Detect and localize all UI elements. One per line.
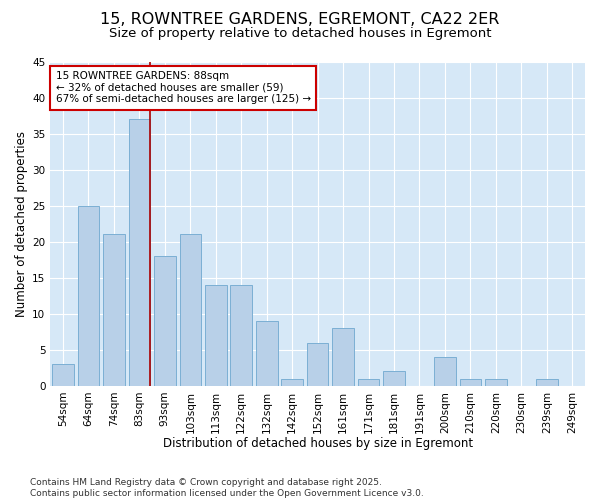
X-axis label: Distribution of detached houses by size in Egremont: Distribution of detached houses by size … — [163, 437, 473, 450]
Text: Size of property relative to detached houses in Egremont: Size of property relative to detached ho… — [109, 28, 491, 40]
Bar — [332, 328, 354, 386]
Bar — [307, 342, 328, 386]
Bar — [230, 285, 252, 386]
Bar — [52, 364, 74, 386]
Bar — [128, 119, 150, 386]
Bar — [205, 285, 227, 386]
Bar — [256, 321, 278, 386]
Bar — [536, 378, 557, 386]
Text: 15 ROWNTREE GARDENS: 88sqm
← 32% of detached houses are smaller (59)
67% of semi: 15 ROWNTREE GARDENS: 88sqm ← 32% of deta… — [56, 71, 311, 104]
Bar — [358, 378, 379, 386]
Bar — [281, 378, 303, 386]
Text: 15, ROWNTREE GARDENS, EGREMONT, CA22 2ER: 15, ROWNTREE GARDENS, EGREMONT, CA22 2ER — [100, 12, 500, 28]
Bar — [485, 378, 507, 386]
Bar — [154, 256, 176, 386]
Bar — [77, 206, 99, 386]
Bar — [434, 357, 456, 386]
Y-axis label: Number of detached properties: Number of detached properties — [15, 130, 28, 316]
Bar — [103, 234, 125, 386]
Bar — [179, 234, 201, 386]
Bar — [383, 372, 405, 386]
Text: Contains HM Land Registry data © Crown copyright and database right 2025.
Contai: Contains HM Land Registry data © Crown c… — [30, 478, 424, 498]
Bar — [460, 378, 481, 386]
